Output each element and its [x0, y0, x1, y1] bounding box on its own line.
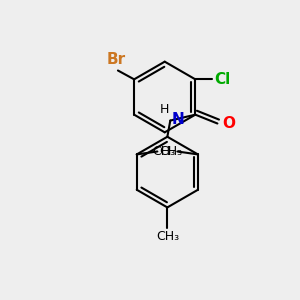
- Text: Br: Br: [107, 52, 126, 67]
- Text: CH₃: CH₃: [156, 230, 179, 243]
- Text: Cl: Cl: [214, 72, 230, 87]
- Text: H: H: [159, 103, 169, 116]
- Text: O: O: [222, 116, 235, 131]
- Text: N: N: [172, 112, 184, 127]
- Text: CH₃: CH₃: [152, 145, 175, 158]
- Text: CH₃: CH₃: [160, 145, 183, 158]
